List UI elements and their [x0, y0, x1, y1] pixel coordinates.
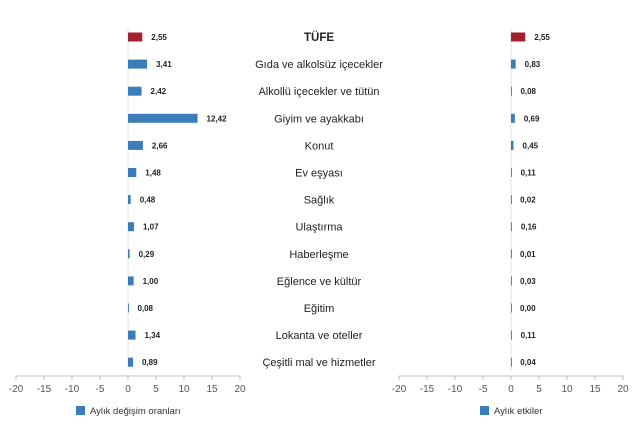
x-tick-label: 15 [206, 384, 218, 395]
data-label: 0,45 [523, 141, 539, 150]
bar [128, 86, 142, 96]
bar [511, 32, 526, 42]
data-label: 1,48 [145, 169, 161, 178]
bar [128, 168, 137, 177]
data-label: 0,29 [139, 250, 155, 259]
category-label: Haberleşme [289, 249, 348, 261]
x-tick-label: 10 [561, 384, 573, 395]
bar [128, 140, 143, 150]
x-tick-label: 10 [178, 384, 190, 395]
bar [511, 59, 516, 69]
data-label: 1,34 [145, 331, 161, 340]
data-label: 0,02 [520, 196, 536, 205]
bar [128, 59, 148, 69]
bar [128, 249, 130, 259]
bar [128, 330, 136, 340]
x-tick-label: 20 [234, 384, 246, 395]
bar [511, 303, 512, 313]
data-label: 1,00 [143, 277, 159, 286]
x-tick-label: 5 [536, 384, 542, 395]
bar [128, 32, 143, 42]
x-tick-label: -5 [479, 384, 488, 395]
bar [511, 113, 515, 123]
x-tick-label: -20 [392, 384, 407, 395]
x-tick-label: 20 [617, 384, 629, 395]
data-label: 0,83 [525, 60, 541, 69]
bar [511, 357, 512, 367]
category-label: Konut [305, 140, 334, 152]
bar [511, 168, 512, 177]
data-label: 12,42 [207, 114, 228, 123]
x-tick-label: -5 [96, 384, 105, 395]
legend-label: Aylık değişim oranları [90, 406, 181, 417]
category-label: Sağlık [304, 195, 335, 207]
data-label: 0,89 [142, 358, 158, 367]
legend-swatch [480, 406, 489, 415]
data-label: 0,04 [520, 358, 536, 367]
category-label: Ev eşyası [295, 168, 343, 180]
x-tick-label: 5 [153, 384, 159, 395]
data-label: 0,03 [520, 277, 536, 286]
bar [511, 140, 514, 150]
bar [511, 330, 512, 340]
legend-label: Aylık etkiler [494, 406, 542, 417]
data-label: 0,16 [521, 223, 537, 232]
bar [511, 222, 512, 232]
bar [511, 249, 512, 259]
bar [128, 357, 133, 367]
data-label: 2,55 [151, 33, 167, 42]
bar [128, 276, 134, 286]
bar [128, 113, 198, 123]
x-tick-label: 0 [125, 384, 131, 395]
bar [128, 195, 131, 205]
x-tick-label: -20 [9, 384, 24, 395]
category-label: TÜFE [304, 31, 334, 44]
data-label: 0,00 [520, 304, 536, 313]
category-label: Giyim ve ayakkabı [274, 113, 364, 125]
data-label: 2,66 [152, 141, 168, 150]
bar [511, 86, 512, 96]
bar [128, 222, 134, 232]
data-label: 0,11 [521, 331, 537, 340]
x-tick-label: 0 [508, 384, 514, 395]
bar [511, 195, 512, 205]
bar [511, 276, 512, 286]
data-label: 0,48 [140, 196, 156, 205]
data-label: 0,08 [520, 87, 536, 96]
data-label: 2,55 [534, 33, 550, 42]
x-tick-label: -15 [420, 384, 435, 395]
x-tick-label: -10 [448, 384, 463, 395]
data-label: 0,08 [137, 304, 153, 313]
legend-swatch [76, 406, 85, 415]
x-tick-label: 15 [589, 384, 601, 395]
data-label: 3,41 [156, 60, 172, 69]
category-label: Eğitim [304, 303, 335, 315]
data-label: 1,07 [143, 223, 159, 232]
category-label: Gıda ve alkolsüz içecekler [255, 59, 383, 71]
data-label: 0,11 [521, 169, 537, 178]
data-label: 0,01 [520, 250, 536, 259]
category-label: Eğlence ve kültür [277, 276, 362, 288]
category-label: Alkollü içecekler ve tütün [258, 86, 379, 98]
data-label: 0,69 [524, 114, 540, 123]
x-tick-label: -15 [37, 384, 52, 395]
bar [128, 303, 129, 313]
x-tick-label: -10 [65, 384, 80, 395]
data-label: 2,42 [151, 87, 167, 96]
category-label: Çeşitli mal ve hizmetler [262, 357, 375, 369]
category-label: Ulaştırma [295, 222, 343, 234]
category-label: Lokanta ve oteller [276, 330, 363, 342]
